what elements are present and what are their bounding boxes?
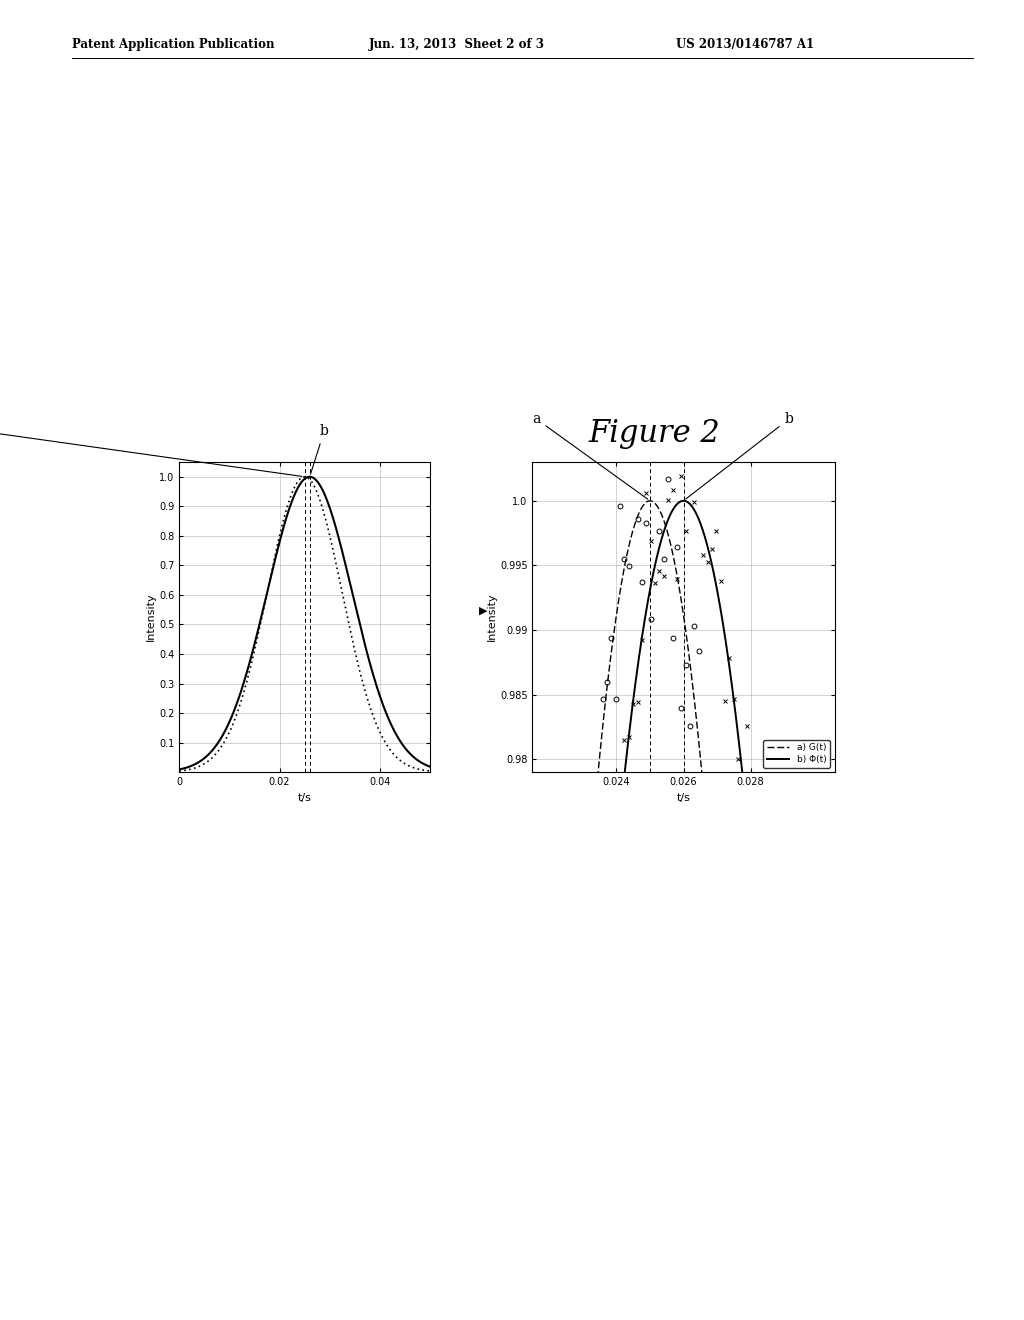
Text: US 2013/0146787 A1: US 2013/0146787 A1 bbox=[676, 37, 814, 50]
Text: ▶: ▶ bbox=[479, 606, 487, 616]
Text: Figure 2: Figure 2 bbox=[589, 418, 721, 449]
Text: Jun. 13, 2013  Sheet 2 of 3: Jun. 13, 2013 Sheet 2 of 3 bbox=[369, 37, 545, 50]
X-axis label: t/s: t/s bbox=[677, 792, 690, 803]
Text: a: a bbox=[0, 425, 302, 477]
Text: a: a bbox=[532, 412, 648, 499]
X-axis label: t/s: t/s bbox=[298, 792, 311, 803]
Y-axis label: Intensity: Intensity bbox=[487, 593, 498, 642]
Text: Patent Application Publication: Patent Application Publication bbox=[72, 37, 274, 50]
Text: b: b bbox=[686, 412, 794, 499]
Legend: a) G(t), b) Φ(t): a) G(t), b) Φ(t) bbox=[763, 739, 830, 768]
Y-axis label: Intensity: Intensity bbox=[146, 593, 157, 642]
Text: b: b bbox=[310, 425, 329, 474]
